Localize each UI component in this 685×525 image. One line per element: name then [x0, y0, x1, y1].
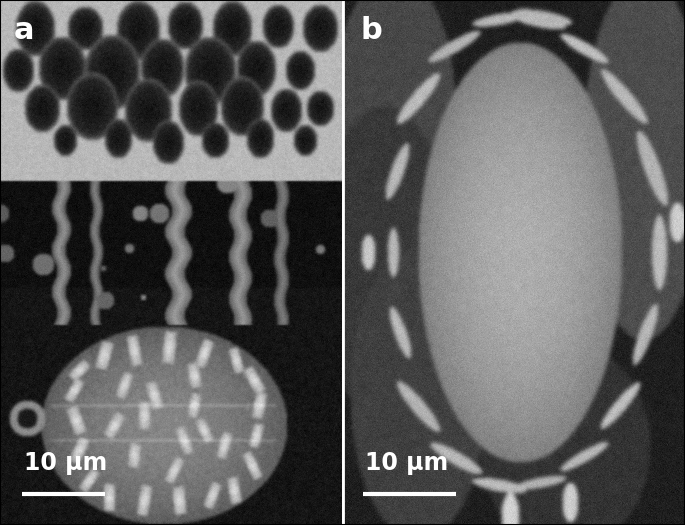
Text: a: a [14, 16, 34, 45]
Text: b: b [360, 16, 382, 45]
Text: 10 μm: 10 μm [24, 451, 108, 475]
Text: 10 μm: 10 μm [365, 451, 449, 475]
